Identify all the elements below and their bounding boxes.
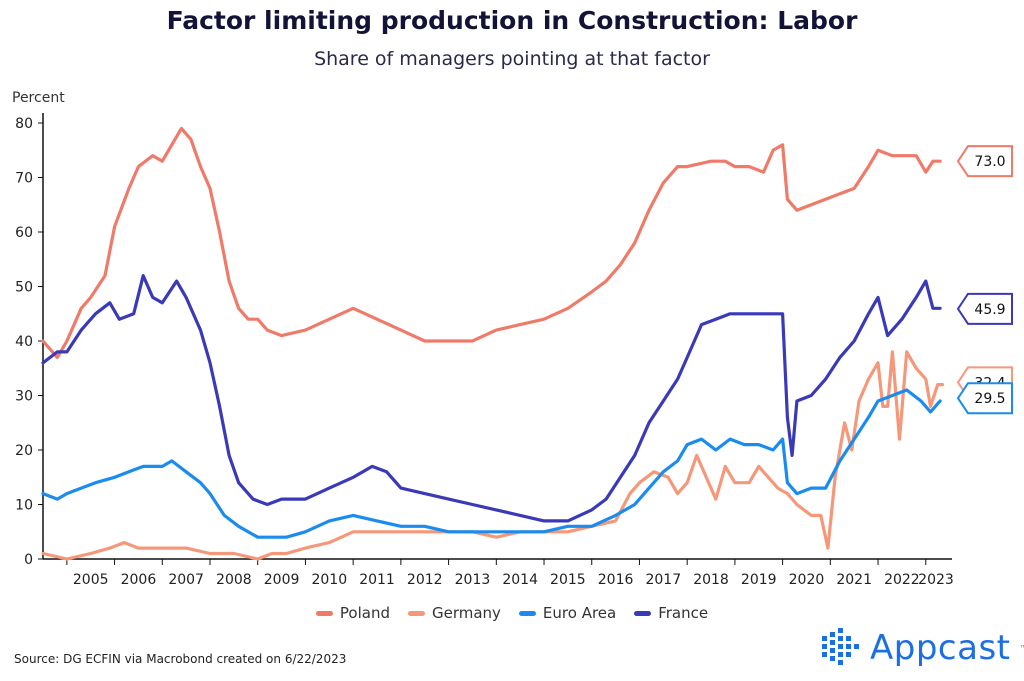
y-tick-label: 30 (15, 389, 33, 405)
x-tick-label: 2017 (645, 572, 681, 588)
x-tick-label: 2011 (359, 572, 395, 588)
legend-label: Germany (431, 604, 501, 622)
end-value-callout (956, 292, 1013, 325)
x-tick-label: 2016 (598, 572, 634, 588)
line-chart: 0 10 20 30 40 50 60 70 80 2005 2006 2007 2008 2009 201… (15, 113, 1013, 588)
legend-label: Poland (339, 604, 390, 622)
chart-title: Factor limiting production in Constructi… (166, 6, 858, 35)
source-note: Source: DG ECFIN via Macrobond created o… (14, 652, 347, 666)
legend-item-france: France (634, 604, 708, 622)
x-tick-label: 2018 (693, 572, 729, 588)
legend-swatch (315, 610, 333, 616)
series-line-germany (41, 350, 945, 561)
end-value-label: 73.0 (974, 154, 1005, 170)
x-tick-label: 2023 (918, 572, 954, 588)
x-tick-label: 2012 (407, 572, 443, 588)
x-tick-label: 2015 (550, 572, 586, 588)
legend-swatch (634, 610, 652, 616)
y-tick-label: 40 (15, 334, 33, 350)
x-tick-label: 2006 (121, 572, 157, 588)
legend-swatch (407, 610, 425, 616)
x-tick-label: 2013 (455, 572, 491, 588)
legend-label: France (658, 604, 709, 622)
y-tick-label: 0 (24, 552, 33, 568)
x-tick-label: 2022 (884, 572, 920, 588)
legend-item-poland: Poland (315, 604, 390, 622)
legend-swatch (518, 610, 536, 616)
legend-label: Euro Area (542, 604, 617, 622)
series-line-poland (41, 126, 942, 359)
y-tick-label: 70 (15, 171, 33, 187)
end-value-label: 45.9 (974, 302, 1005, 318)
end-value-callout (956, 145, 1013, 178)
appcast-logo: Appcast ™ (820, 628, 1024, 668)
appcast-logo-text: Appcast (870, 628, 1011, 668)
end-value-callout (956, 382, 1013, 415)
legend-item-germany: Germany (407, 604, 501, 622)
series-line-france (41, 274, 942, 523)
y-axis-label: Percent (12, 90, 65, 106)
y-tick-label: 10 (15, 498, 33, 514)
x-tick-label: 2009 (264, 572, 300, 588)
series-line-euro-area (41, 388, 942, 539)
end-value-label: 29.5 (974, 391, 1005, 407)
x-tick-label: 2014 (502, 572, 538, 588)
y-tick-label: 20 (15, 443, 33, 459)
chart-subtitle: Share of managers pointing at that facto… (314, 48, 710, 70)
x-tick-label: 2005 (73, 572, 109, 588)
appcast-logo-mark-icon (822, 628, 859, 665)
y-tick-label: 60 (15, 225, 33, 241)
y-tick-label: 80 (15, 116, 33, 132)
legend-item-euro-area: Euro Area (518, 604, 617, 622)
x-tick-label: 2008 (216, 572, 252, 588)
x-tick-label: 2019 (741, 572, 777, 588)
x-tick-label: 2020 (789, 572, 825, 588)
x-tick-label: 2021 (836, 572, 872, 588)
legend: Poland Germany Euro Area France (0, 604, 1024, 622)
y-tick-label: 50 (15, 280, 33, 296)
appcast-logo-tm: ™ (1019, 643, 1024, 653)
x-tick-label: 2007 (168, 572, 204, 588)
x-tick-label: 2010 (311, 572, 347, 588)
